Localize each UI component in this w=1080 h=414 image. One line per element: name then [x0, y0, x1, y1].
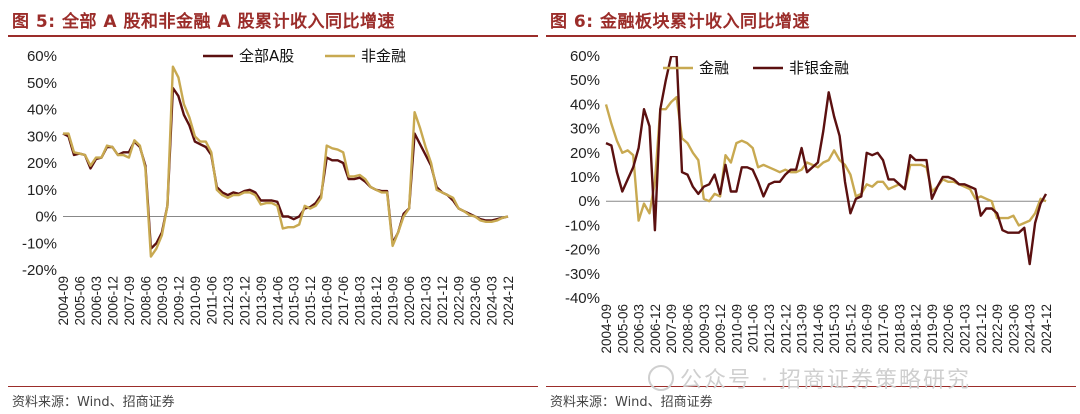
source-note: 资料来源：Wind、招商证券: [550, 395, 713, 410]
y-tick-label: 20%: [570, 145, 600, 162]
title-rule: [546, 35, 1076, 37]
x-tick-label: 2024-03: [1023, 304, 1038, 354]
legend-label: 非金融: [361, 47, 406, 65]
y-tick-label: 10%: [570, 169, 600, 186]
x-tick-label: 2019-09: [925, 304, 940, 354]
x-tick-label: 2015-12: [843, 304, 858, 354]
x-tick-label: 2009-03: [155, 276, 170, 326]
x-tick-label: 2006-03: [632, 304, 647, 354]
x-tick-label: 2015-12: [303, 276, 318, 326]
y-tick-label: -10%: [565, 217, 600, 234]
x-tick-label: 2009-03: [697, 304, 712, 354]
x-tick-label: 2021-12: [435, 276, 450, 326]
x-tick-label: 2005-06: [72, 276, 87, 326]
legend-label: 非银金融: [789, 59, 849, 77]
x-tick-label: 2013-09: [254, 276, 269, 326]
chart-title: 图 5: 全部 A 股和非金融 A 股累计收入同比增速: [12, 12, 395, 32]
x-tick-label: 2022-09: [990, 304, 1005, 354]
x-tick-label: 2016-09: [320, 276, 335, 326]
y-tick-label: -20%: [22, 262, 57, 279]
x-tick-label: 2014-06: [270, 276, 285, 326]
y-tick-label: 50%: [27, 75, 57, 92]
x-tick-label: 2008-06: [138, 276, 153, 326]
x-tick-label: 2017-06: [336, 276, 351, 326]
y-tick-label: -10%: [22, 235, 57, 252]
x-tick-label: 2015-03: [827, 304, 842, 354]
x-tick-label: 2021-03: [958, 304, 973, 354]
chart-panel-right: 图 6: 金融板块累计收入同比增速 -40% -30% -20% -10% 0% 10% 2…: [546, 0, 1076, 414]
x-tick-label: 2023-06: [1006, 304, 1021, 354]
y-tick-label: 20%: [27, 155, 57, 172]
source-rule: [8, 386, 538, 387]
line-chart-revenue-growth: -20% -10% 0% 10% 20% 30% 40% 50% 60% 2004-09 2005-…: [22, 47, 516, 326]
series-line-2: [605, 56, 1048, 266]
x-tick-label: 2016-09: [860, 304, 875, 354]
legend-label: 全部A股: [239, 47, 294, 65]
x-tick-label: 2009-12: [171, 276, 186, 326]
x-tick-label: 2024-03: [485, 276, 500, 326]
series-line-1: [62, 86, 509, 250]
y-tick-label: 30%: [27, 128, 57, 145]
y-tick-label: -40%: [565, 290, 600, 307]
x-tick-label: 2019-09: [386, 276, 401, 326]
x-tick-label: 2004-09: [56, 276, 71, 326]
x-tick-label: 2020-06: [941, 304, 956, 354]
y-tick-label: -20%: [565, 242, 600, 259]
x-tick-label: 2007-09: [664, 304, 679, 354]
x-tick-label: 2021-03: [419, 276, 434, 326]
x-tick-label: 2012-03: [762, 304, 777, 354]
series-line-2: [63, 65, 509, 258]
x-tick-label: 2018-03: [353, 276, 368, 326]
x-tick-label: 2006-12: [648, 304, 663, 354]
x-tick-label: 2012-12: [778, 304, 793, 354]
y-tick-label: 50%: [570, 72, 600, 89]
x-tick-label: 2008-06: [680, 304, 695, 354]
y-tick-label: -30%: [565, 266, 600, 283]
y-tick-label: 0%: [578, 193, 600, 210]
x-tick-label: 2017-06: [876, 304, 891, 354]
x-tick-label: 2024-12: [1039, 304, 1054, 354]
x-tick-label: 2018-03: [892, 304, 907, 354]
x-tick-label: 2010-09: [188, 276, 203, 326]
x-tick-label: 2010-09: [729, 304, 744, 354]
x-tick-label: 2018-12: [369, 276, 384, 326]
source-note: 资料来源：Wind、招商证券: [12, 395, 175, 410]
x-tick-label: 2015-03: [287, 276, 302, 326]
y-tick-label: 40%: [570, 96, 600, 113]
title-rule: [8, 35, 538, 37]
x-tick-label: 2011-06: [746, 304, 761, 353]
y-tick-label: 60%: [570, 48, 600, 65]
watermark-text: 公众号 · 招商证券策略研究: [680, 368, 971, 393]
x-tick-label: 2005-06: [615, 304, 630, 354]
x-tick-label: 2011-06: [204, 276, 219, 325]
y-tick-label: 60%: [27, 48, 57, 65]
x-tick-label: 2012-03: [221, 276, 236, 326]
x-tick-label: 2018-12: [909, 304, 924, 354]
x-tick-label: 2021-12: [974, 304, 989, 354]
x-tick-label: 2004-09: [599, 304, 614, 354]
x-tick-label: 2013-09: [795, 304, 810, 354]
y-tick-label: 10%: [27, 182, 57, 199]
legend-label: 金融: [699, 59, 729, 77]
watermark: 公众号 · 招商证券策略研究: [648, 362, 971, 394]
x-tick-label: 2006-03: [89, 276, 104, 326]
wechat-icon: [648, 365, 674, 391]
x-tick-label: 2023-06: [468, 276, 483, 326]
x-tick-label: 2020-06: [402, 276, 417, 326]
x-tick-label: 2012-12: [237, 276, 252, 326]
chart-title: 图 6: 金融板块累计收入同比增速: [550, 12, 810, 32]
x-tick-label: 2009-12: [713, 304, 728, 354]
x-tick-label: 2006-12: [105, 276, 120, 326]
source-rule: [546, 386, 1076, 387]
x-tick-label: 2022-09: [452, 276, 467, 326]
line-chart-financial-growth: -40% -30% -20% -10% 0% 10% 20% 30% 40% 50% 60% 2004…: [565, 48, 1054, 354]
y-tick-label: 0%: [35, 209, 57, 226]
chart-panel-left: 图 5: 全部 A 股和非金融 A 股累计收入同比增速 -20% -10% 0% 10…: [8, 0, 538, 414]
y-tick-label: 40%: [27, 102, 57, 119]
x-tick-label: 2014-06: [811, 304, 826, 354]
x-tick-label: 2024-12: [501, 276, 516, 326]
y-tick-label: 30%: [570, 121, 600, 138]
x-tick-label: 2007-09: [122, 276, 137, 326]
